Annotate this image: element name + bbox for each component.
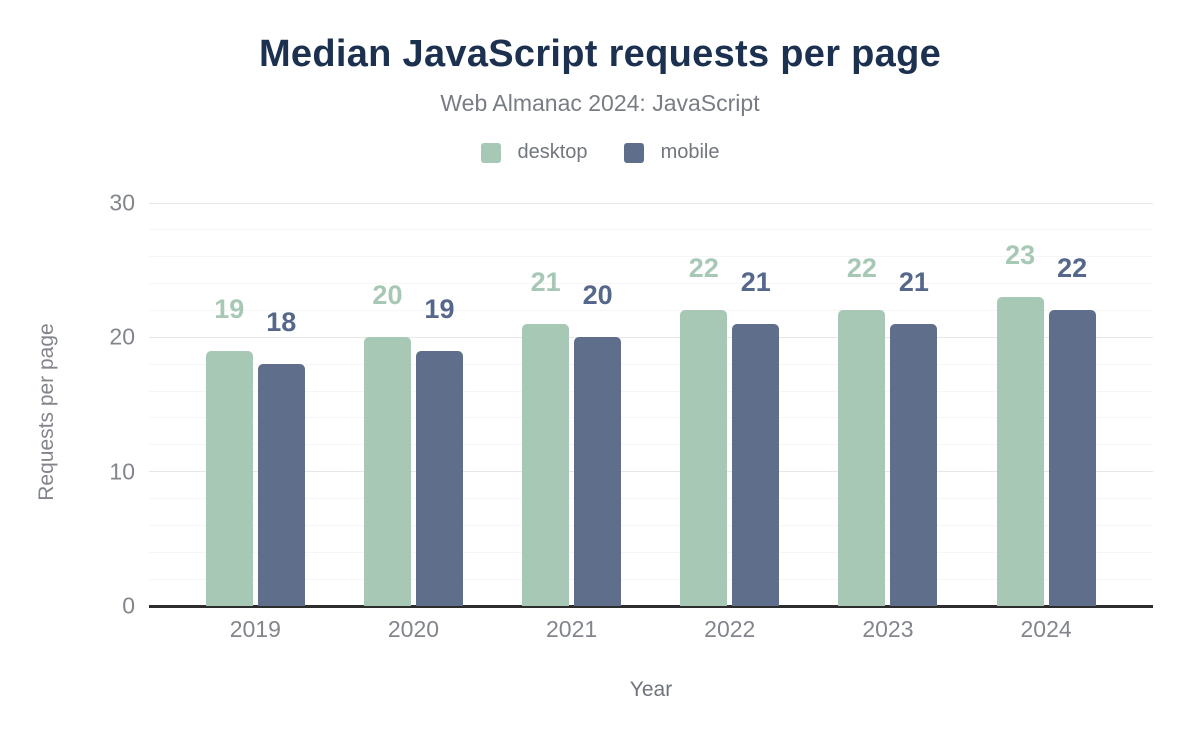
y-tick-label: 20 — [109, 323, 135, 350]
plot-area: 19 18 20 19 21 20 22 21 22 21 23 22 — [149, 202, 1153, 608]
legend-item-desktop: desktop — [480, 141, 588, 164]
bar-value-label-mobile-2022: 21 — [740, 266, 771, 297]
gridline — [149, 444, 1153, 446]
bar-value-label-mobile-2019: 18 — [266, 307, 297, 338]
bar-mobile-2020 — [415, 350, 463, 606]
gridline — [149, 551, 1153, 553]
bar-desktop-2021 — [522, 323, 570, 606]
gridline — [149, 309, 1153, 311]
gridline — [149, 202, 1153, 204]
bar-group-2024: 23 22 — [996, 203, 1096, 606]
gridline — [149, 524, 1153, 526]
legend-swatch-desktop — [480, 142, 501, 163]
bar-value-label-desktop-2019: 19 — [214, 293, 245, 324]
bar-value-label-mobile-2024: 22 — [1057, 253, 1088, 284]
legend-label-mobile: mobile — [660, 141, 720, 163]
bar-group-2022: 22 21 — [680, 203, 780, 606]
chart-title: Median JavaScript requests per page — [258, 33, 942, 75]
gridline — [149, 417, 1153, 419]
gridline — [149, 390, 1153, 392]
x-tick-label-2019: 2019 — [229, 616, 281, 642]
gridline — [149, 256, 1153, 258]
bar-desktop-2019 — [205, 350, 253, 606]
legend-swatch-mobile — [623, 142, 644, 163]
gridline — [149, 498, 1153, 500]
gridline — [149, 578, 1153, 580]
gridline — [149, 336, 1153, 338]
x-tick-label-2020: 2020 — [387, 616, 440, 642]
bar-desktop-2024 — [996, 297, 1044, 606]
bar-value-label-mobile-2021: 20 — [582, 280, 613, 311]
x-axis-title: Year — [629, 678, 673, 701]
bar-value-label-mobile-2020: 19 — [424, 293, 455, 324]
bar-value-label-desktop-2022: 22 — [688, 253, 719, 284]
gridline — [149, 471, 1153, 473]
bar-group-2023: 22 21 — [838, 203, 938, 606]
chart-subtitle: Web Almanac 2024: JavaScript — [440, 90, 760, 116]
bar-desktop-2020 — [363, 337, 411, 606]
bar-mobile-2022 — [732, 323, 780, 606]
bar-group-2021: 21 20 — [522, 203, 622, 606]
gridline — [149, 229, 1153, 231]
bar-mobile-2023 — [890, 323, 938, 606]
x-tick-label-2023: 2023 — [862, 616, 914, 642]
legend-item-mobile: mobile — [623, 141, 720, 164]
x-tick-label-2022: 2022 — [704, 616, 756, 642]
gridline — [149, 283, 1153, 285]
bar-mobile-2021 — [574, 337, 622, 606]
bar-value-label-desktop-2021: 21 — [530, 266, 561, 297]
bar-value-label-desktop-2024: 23 — [1005, 240, 1036, 271]
y-tick-label: 10 — [109, 458, 135, 485]
bar-group-2020: 20 19 — [363, 203, 463, 606]
x-tick-label-2024: 2024 — [1020, 616, 1072, 642]
x-tick-label-2021: 2021 — [546, 616, 598, 642]
bar-desktop-2023 — [838, 310, 886, 606]
y-tick-label: 30 — [109, 189, 135, 216]
legend-label-desktop: desktop — [517, 141, 588, 163]
bar-group-2019: 19 18 — [205, 203, 305, 606]
x-axis-line — [149, 605, 1153, 608]
bar-mobile-2024 — [1048, 310, 1096, 606]
bar-value-label-desktop-2023: 22 — [846, 253, 877, 284]
gridline — [149, 363, 1153, 365]
bar-value-label-mobile-2023: 21 — [898, 266, 929, 297]
y-tick-label: 0 — [122, 592, 135, 619]
bar-desktop-2022 — [680, 310, 728, 606]
bar-value-label-desktop-2020: 20 — [372, 280, 403, 311]
bar-mobile-2019 — [257, 364, 305, 606]
legend: desktop mobile — [0, 141, 1200, 164]
